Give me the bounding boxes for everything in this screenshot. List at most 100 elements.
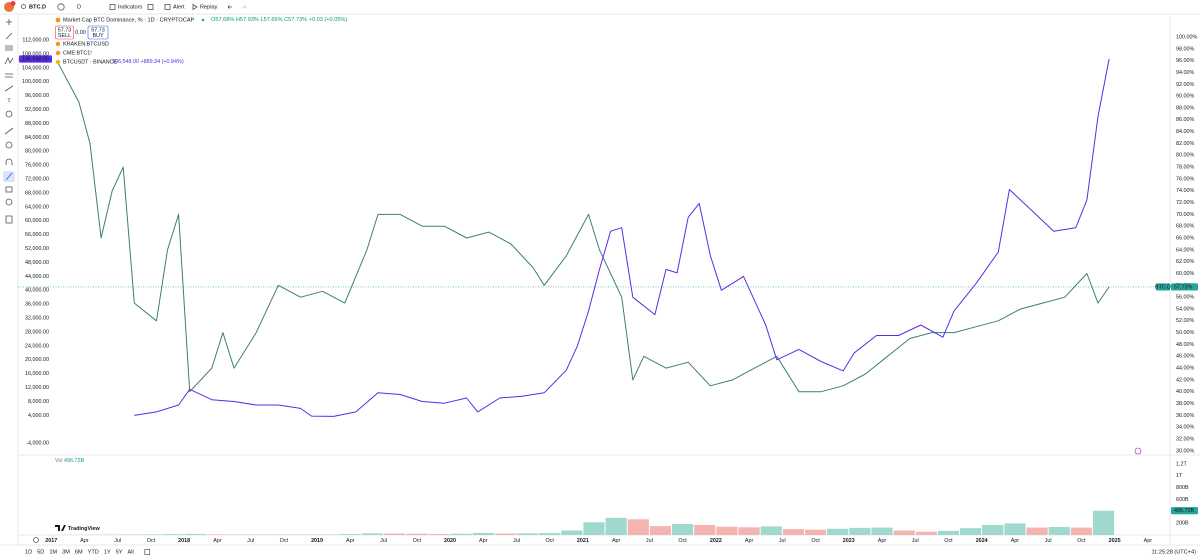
volume-bar <box>605 517 627 535</box>
time-axis-label: Apr <box>745 538 754 544</box>
undo[interactable] <box>227 5 232 9</box>
left-axis-label: 88,000.00 <box>25 121 49 127</box>
top-toolbar: BTC.D D Indicators Alert Replay <box>0 1 1200 15</box>
volume-bar <box>561 530 583 535</box>
range-bar: 1D 5D 1M 3M 6M YTD 1Y 5Y All <box>25 549 151 555</box>
search-icon[interactable] <box>21 4 26 9</box>
delete-tool[interactable] <box>5 215 13 224</box>
layouts-icon[interactable] <box>147 4 154 10</box>
date-range-icon[interactable] <box>144 549 151 555</box>
right-axis-label: 50.00% <box>1176 330 1194 336</box>
sell-label[interactable]: SELL <box>58 33 71 39</box>
buy-button[interactable] <box>87 25 109 40</box>
right-axis-label: 80.00% <box>1176 153 1194 159</box>
volume-bar <box>1004 523 1026 535</box>
range-button[interactable]: 5D <box>37 549 44 555</box>
right-axis-label: 64.00% <box>1176 247 1194 253</box>
trendline-tool[interactable] <box>5 32 13 40</box>
replay-button[interactable]: Replay <box>200 4 218 10</box>
volume-bar <box>206 534 228 535</box>
left-axis-label: 96,000.00 <box>25 93 49 99</box>
range-button[interactable]: 1Y <box>104 549 111 555</box>
watermark-text: TradingView <box>68 526 100 532</box>
compare-button[interactable] <box>57 3 65 11</box>
volume-bar <box>384 533 406 535</box>
range-button[interactable]: All <box>128 549 134 555</box>
fib-tool[interactable] <box>5 45 13 51</box>
badge <box>10 1 16 6</box>
volume-axis-label: 1T <box>1176 473 1183 479</box>
forecast-tool[interactable] <box>5 73 13 78</box>
time-axis-label: Apr <box>479 538 488 544</box>
volume-bar <box>782 529 804 535</box>
right-axis-label: 46.00% <box>1176 354 1194 360</box>
lock-tool[interactable] <box>5 186 13 193</box>
right-axis-label: 56.00% <box>1176 295 1194 301</box>
right-axis-label: 68.00% <box>1176 224 1194 230</box>
clock: 11:25:28 (UTC+4) <box>1151 549 1196 555</box>
indicators-icon[interactable] <box>109 4 116 10</box>
buy-price[interactable]: 57.73 <box>91 27 105 33</box>
range-button[interactable]: 3M <box>62 549 70 555</box>
indicators-button[interactable]: Indicators <box>118 4 142 10</box>
volume-bar <box>827 528 849 535</box>
buy-label[interactable]: BUY <box>92 33 103 39</box>
scroll-button[interactable] <box>33 537 39 543</box>
magnet-tool[interactable] <box>5 158 13 165</box>
zoom-tool[interactable] <box>5 141 13 149</box>
overlay-logo <box>55 41 61 47</box>
range-button[interactable]: 1M <box>49 549 57 555</box>
time-axis-label: Apr <box>80 538 89 544</box>
events-marker[interactable] <box>1134 447 1142 455</box>
sell-button[interactable] <box>55 25 74 40</box>
redo[interactable] <box>242 5 247 9</box>
volume-bar <box>804 529 827 535</box>
pattern-tool[interactable] <box>4 57 14 65</box>
text-tool[interactable]: T <box>7 98 11 104</box>
time-axis-label: Oct <box>147 538 156 544</box>
time-axis-label: Jul <box>380 538 387 544</box>
volume-bar <box>1070 527 1092 535</box>
volume-bar <box>1048 527 1070 535</box>
overlay-last: 106,548.00 +889.34 (+0.84%) <box>112 59 184 65</box>
range-button[interactable]: 5Y <box>116 549 123 555</box>
brush-tool[interactable] <box>4 85 14 92</box>
range-button[interactable]: 6M <box>75 549 83 555</box>
price-tag-text: 106,548.00 <box>22 56 49 62</box>
right-axis-label: 100.00% <box>1176 34 1197 40</box>
watermark: TradingView <box>55 525 100 532</box>
right-axis-label: 98.00% <box>1176 46 1194 52</box>
overlay-symbol: KRAKEN:BTCUSD <box>63 41 109 47</box>
market-status <box>201 18 205 22</box>
high: H57.93% <box>236 17 259 23</box>
sell-price[interactable]: 57.73 <box>58 27 72 33</box>
replay-icon[interactable] <box>192 3 198 11</box>
left-toolbar: T <box>3 14 19 545</box>
volume-bar <box>915 531 937 535</box>
right-axis-label: 88.00% <box>1176 105 1194 111</box>
symbol[interactable]: BTC.D <box>29 4 46 10</box>
right-axis-label: 40.00% <box>1176 389 1194 395</box>
emoji-tool[interactable] <box>5 110 13 118</box>
volume-axis-label: 800B <box>1176 485 1189 491</box>
draw-mode[interactable] <box>5 172 13 181</box>
left-axis-label: 104,000.00 <box>22 65 49 71</box>
interval[interactable]: D <box>77 4 81 10</box>
crosshair-tool[interactable] <box>6 19 12 25</box>
range-button[interactable]: 1D <box>25 549 32 555</box>
time-axis-label: 2019 <box>311 538 323 544</box>
legend: Market Cap BTC Dominance, % · 1D · CRYPT… <box>55 17 347 464</box>
price-tag-text: 57.73% <box>1174 284 1192 290</box>
alert-icon[interactable] <box>164 4 171 10</box>
time-axis-label: 2017 <box>45 538 57 544</box>
ruler-tool[interactable] <box>4 127 14 135</box>
left-axis-label: 92,000.00 <box>25 107 49 113</box>
left-axis-label: 56,000.00 <box>25 232 49 238</box>
hide-tool[interactable] <box>5 198 13 206</box>
volume-bar <box>760 526 782 535</box>
left-axis-label: 68,000.00 <box>25 190 49 196</box>
right-axis-label: 60.00% <box>1176 271 1194 277</box>
alert-button[interactable]: Alert <box>173 4 185 10</box>
range-button[interactable]: YTD <box>88 549 99 555</box>
time-axis-label: Oct <box>944 538 953 544</box>
